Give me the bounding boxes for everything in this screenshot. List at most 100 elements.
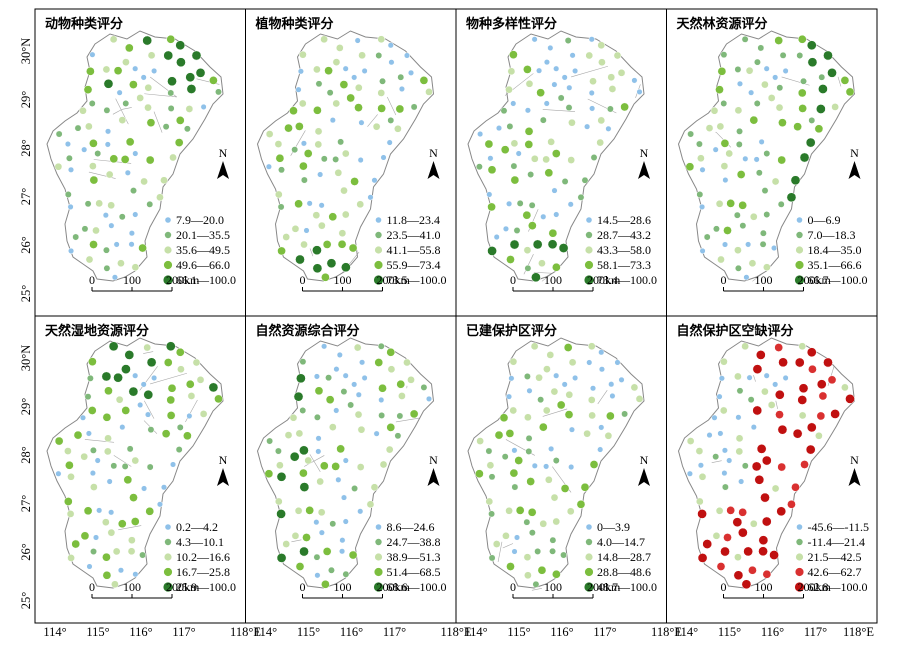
county-marker [332,58,341,66]
county-marker [334,168,343,177]
county-marker [67,203,74,210]
county-marker [511,548,518,555]
county-marker [697,154,705,163]
county-marker [83,85,93,95]
county-marker [313,413,321,421]
county-marker [156,193,164,202]
county-marker [493,233,500,241]
county-marker [537,396,545,404]
county-marker [741,342,749,351]
county-marker [581,176,589,184]
county-marker [566,84,573,91]
scale-label: 0 [510,273,516,287]
legend-label: 73.5—100.0 [387,273,447,287]
legend-label: 4.0—14.7 [597,535,645,549]
county-marker [176,57,186,68]
county-marker [102,212,109,219]
county-marker [572,67,579,75]
legend-label: 35.1—66.6 [808,258,862,272]
county-marker [373,430,380,437]
county-marker [315,80,323,88]
county-marker [357,508,364,515]
county-marker [738,200,748,210]
county-marker [341,210,350,219]
county-marker [354,83,363,92]
county-marker [332,155,340,163]
legend-swatch [796,538,803,546]
scale-label: 200km [798,580,832,594]
county-marker [542,155,550,164]
legend-swatch [796,231,803,239]
panel-title: 已建保护区评分 [466,323,557,339]
county-marker [525,79,534,88]
legend-label: 21.5—42.5 [808,550,862,564]
county-marker [823,50,833,61]
county-marker [726,199,736,208]
county-marker [716,122,725,131]
county-marker [403,52,411,59]
legend-swatch [795,246,804,254]
legend-label: 11.8—23.4 [387,213,441,227]
county-marker [845,87,855,97]
county-marker [596,138,605,147]
county-marker [699,166,706,173]
county-marker [486,461,495,470]
county-marker [778,357,788,368]
legend-swatch [795,553,804,561]
county-marker [598,424,605,431]
county-marker [94,457,101,464]
county-marker [721,241,729,248]
county-marker [769,550,779,560]
county-marker [102,570,112,580]
county-marker [749,519,758,528]
county-marker [163,358,173,367]
county-marker [698,472,707,481]
county-marker [89,175,99,185]
county-marker [111,274,118,281]
lat-tick-label: 29° [19,91,33,109]
county-marker [95,199,104,208]
county-marker [488,554,496,562]
panel-title: 自然保护区空缺评分 [677,323,794,339]
county-marker [717,430,724,437]
county-marker [80,452,89,461]
county-marker [528,529,536,537]
county-marker [145,155,155,165]
county-marker [695,447,704,455]
county-marker [751,461,762,472]
county-marker [89,139,98,148]
county-marker [303,227,310,234]
north-arrow-icon [427,161,440,179]
county-marker [565,390,574,399]
county-marker [313,553,321,561]
county-marker [294,506,303,515]
county-marker [721,447,728,454]
county-marker [131,263,140,272]
county-marker [337,138,345,146]
county-marker [276,553,287,563]
legend-swatch [374,553,383,561]
county-marker [299,445,309,456]
county-marker [160,176,168,185]
county-marker [515,150,522,157]
county-marker [757,44,765,52]
county-marker [300,240,308,249]
lat-tick-label: 26° [19,543,33,561]
county-marker [403,358,411,367]
county-marker [587,342,596,351]
county-marker [550,493,559,502]
county-marker [506,200,513,207]
county-marker [351,74,358,81]
county-marker [377,104,386,113]
legend-label: 62.8—100.0 [808,580,868,594]
county-marker [685,162,695,172]
legend-swatch [375,217,382,223]
county-marker [774,389,785,400]
county-marker [509,468,519,478]
county-marker [631,77,638,84]
county-marker [499,413,509,423]
county-marker [282,233,291,241]
county-marker [166,34,176,44]
county-marker [68,247,75,254]
county-marker [340,186,348,195]
